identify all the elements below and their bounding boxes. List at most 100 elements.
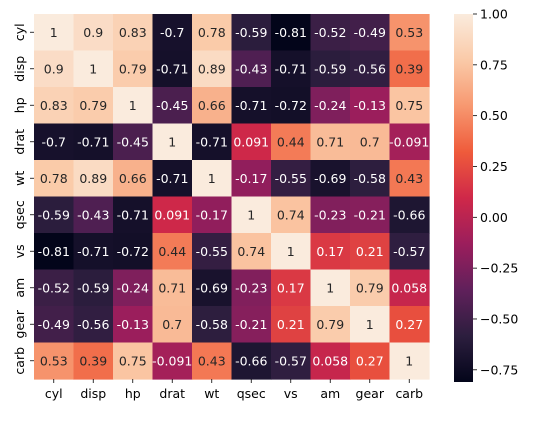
heatmap-cell-drat-hp (113, 123, 154, 161)
heatmap-cell-disp-carb (389, 50, 430, 88)
y-tick-label: hp (12, 97, 27, 113)
x-tick-label: carb (395, 386, 423, 401)
heatmap-cell-drat-am (310, 123, 351, 161)
heatmap-cell-drat-gear (350, 123, 391, 161)
cell-value-label: 1 (129, 98, 137, 113)
cell-value-label: -0.43 (235, 61, 267, 76)
y-tick-label: qsec (12, 200, 27, 229)
heatmap-cell-gear-hp (113, 306, 154, 344)
cell-value-label: -0.24 (117, 280, 149, 295)
cell-value-label: 1 (50, 25, 58, 40)
heatmap-cell-wt-cyl (34, 160, 75, 198)
cell-value-label: -0.59 (38, 207, 70, 222)
cell-value-label: -0.66 (235, 353, 267, 368)
cell-value-label: 0.83 (40, 98, 68, 113)
cell-value-label: -0.58 (196, 317, 228, 332)
heatmap-cell-cyl-am (310, 14, 351, 52)
heatmap-cell-disp-hp (113, 50, 154, 88)
cell-value-label: 0.091 (233, 134, 269, 149)
cell-value-label: -0.21 (354, 207, 386, 222)
cell-value-label: -0.59 (235, 25, 267, 40)
cell-value-label: -0.59 (314, 61, 346, 76)
heatmap-cell-drat-qsec (231, 123, 272, 161)
cell-value-label: -0.091 (389, 134, 429, 149)
cell-value-label: 1 (168, 134, 176, 149)
heatmap-cell-carb-carb (389, 342, 430, 380)
heatmap-cell-disp-disp (73, 50, 114, 88)
cell-value-label: -0.45 (117, 134, 149, 149)
heatmap-cell-gear-vs (271, 306, 312, 344)
cell-value-label: -0.17 (235, 171, 267, 186)
heatmap-cell-am-vs (271, 269, 312, 307)
heatmap-cell-am-qsec (231, 269, 272, 307)
cell-value-label: -0.21 (235, 317, 267, 332)
cell-value-label: -0.72 (275, 98, 307, 113)
heatmap-cell-am-am (310, 269, 351, 307)
heatmap-cell-qsec-carb (389, 196, 430, 234)
heatmap-cell-vs-disp (73, 233, 114, 271)
cell-value-label: -0.72 (117, 244, 149, 259)
heatmap-cell-drat-vs (271, 123, 312, 161)
colorbar-tick-label: 0.50 (480, 108, 508, 123)
heatmap-cell-hp-qsec (231, 87, 272, 125)
heatmap-cell-vs-gear (350, 233, 391, 271)
heatmap-cell-hp-hp (113, 87, 154, 125)
heatmap-cell-qsec-disp (73, 196, 114, 234)
colorbar-tick-label: −0.50 (480, 311, 518, 326)
heatmap-cell-am-gear (350, 269, 391, 307)
cell-value-label: 0.9 (83, 25, 103, 40)
cell-value-label: -0.59 (77, 280, 109, 295)
cell-value-label: 0.43 (395, 171, 423, 186)
cell-value-label: -0.66 (393, 207, 425, 222)
heatmap-cell-carb-wt (192, 342, 233, 380)
heatmap-cell-gear-wt (192, 306, 233, 344)
heatmap-cell-disp-vs (271, 50, 312, 88)
heatmap-cell-cyl-disp (73, 14, 114, 52)
cell-value-label: 1 (405, 353, 413, 368)
x-axis: cyl disp hp drat wt qsec vs am gear carb (45, 379, 423, 401)
cell-value-label: -0.24 (314, 98, 346, 113)
heatmap-cell-cyl-carb (389, 14, 430, 52)
heatmap-cell-gear-am (310, 306, 351, 344)
cell-value-label: 1 (247, 207, 255, 222)
cell-value-label: 0.091 (154, 207, 190, 222)
heatmap-cell-qsec-am (310, 196, 351, 234)
cell-value-label: 1 (89, 61, 97, 76)
cell-value-label: -0.7 (42, 134, 66, 149)
cell-value-label: 0.75 (395, 98, 423, 113)
cell-value-label: 0.66 (119, 171, 147, 186)
heatmap-cell-drat-cyl (34, 123, 75, 161)
heatmap-cell-vs-hp (113, 233, 154, 271)
colorbar-tick-label: 0.00 (480, 210, 508, 225)
heatmap-cell-wt-qsec (231, 160, 272, 198)
heatmap-cell-wt-gear (350, 160, 391, 198)
x-tick-label: hp (125, 386, 141, 401)
cell-value-label: -0.71 (156, 61, 188, 76)
x-tick-label: wt (204, 386, 219, 401)
cell-value-label: -0.57 (275, 353, 307, 368)
x-tick-label: am (320, 386, 340, 401)
heatmap-cell-hp-disp (73, 87, 114, 125)
cell-value-label: 0.89 (79, 171, 107, 186)
heatmap-cell-cyl-cyl (34, 14, 75, 52)
cell-value-label: 0.83 (119, 25, 147, 40)
cell-value-label: -0.71 (275, 61, 307, 76)
cell-value-label: -0.56 (77, 317, 109, 332)
heatmap-cell-vs-drat (152, 233, 193, 271)
cell-value-label: -0.43 (77, 207, 109, 222)
heatmap-cell-cyl-wt (192, 14, 233, 52)
x-tick-label: qsec (237, 386, 266, 401)
heatmap-cell-vs-vs (271, 233, 312, 271)
heatmap-cell-cyl-hp (113, 14, 154, 52)
cell-value-label: 0.53 (395, 25, 423, 40)
heatmap-cell-carb-gear (350, 342, 391, 380)
cell-value-label: 0.89 (198, 61, 226, 76)
heatmap-cell-carb-hp (113, 342, 154, 380)
heatmap-cell-qsec-hp (113, 196, 154, 234)
cell-value-label: -0.71 (77, 134, 109, 149)
heatmap-cell-cyl-gear (350, 14, 391, 52)
cell-value-label: 0.27 (356, 353, 384, 368)
cell-value-label: -0.7 (160, 25, 184, 40)
heatmap-cell-drat-carb (389, 123, 430, 161)
